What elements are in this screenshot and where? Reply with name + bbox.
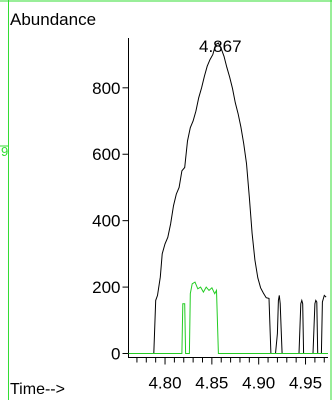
y-tick-label: 200 (92, 278, 120, 297)
peak-label: 4.867 (199, 37, 242, 56)
x-tick-label: 4.90 (242, 374, 275, 393)
y-axis-label: Abundance (10, 10, 96, 29)
x-tick-label: 4.95 (289, 374, 322, 393)
y-ticks: 0 200 400 600 800 (92, 79, 129, 364)
x-axis-label: Time--> (10, 381, 65, 398)
x-ticks: 4.80 4.85 4.90 4.95 (136, 357, 325, 393)
y-tick-label: 0 (111, 345, 120, 364)
series-layer (128, 42, 328, 354)
series-line-green (128, 281, 328, 354)
x-tick-label: 4.80 (148, 374, 181, 393)
x-tick-label: 4.85 (195, 374, 228, 393)
y-tick-label: 400 (92, 212, 120, 231)
side-mark: 9 (1, 144, 8, 159)
series-line-black (153, 42, 327, 354)
y-tick-label: 600 (92, 145, 120, 164)
y-tick-label: 800 (92, 79, 120, 98)
